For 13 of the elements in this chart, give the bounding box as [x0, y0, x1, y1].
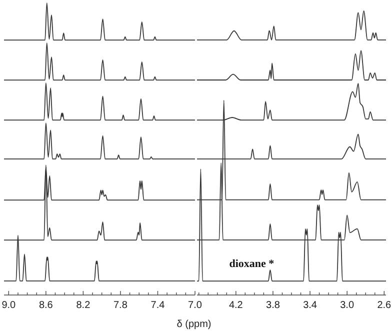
- x-tick-label: 9.0: [2, 300, 16, 311]
- x-axis-title: δ (ppm): [176, 319, 212, 330]
- annotation: dioxane *: [229, 258, 275, 270]
- x-tick-label: 7.8: [114, 300, 128, 311]
- x-tick-label: 3.4: [303, 300, 318, 311]
- x-tick-label: 2.6: [377, 300, 392, 311]
- x-tick-label: 3.0: [340, 300, 354, 311]
- x-tick-label: 8.6: [38, 300, 54, 311]
- x-tick-label: 7.4: [150, 300, 166, 311]
- x-tick-label: 7.0: [188, 300, 202, 311]
- x-tick-label: 3.8: [266, 300, 280, 311]
- x-tick-label: 8.2: [76, 300, 91, 311]
- x-tick-label: 4.2: [228, 300, 244, 311]
